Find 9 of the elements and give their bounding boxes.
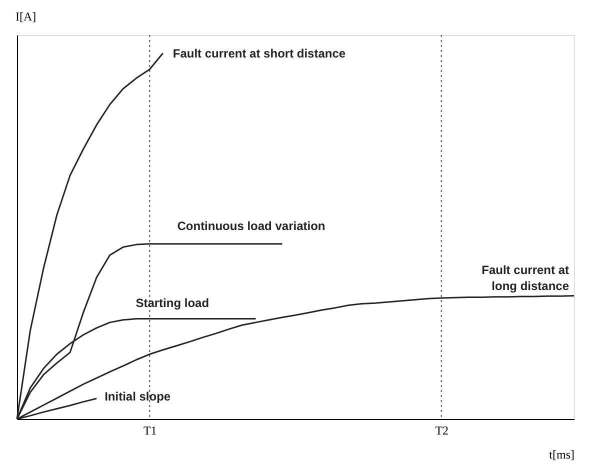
series-label: Starting load [136, 296, 210, 310]
x-tick-label: T2 [435, 424, 449, 438]
series-label: Fault current at long distance [482, 262, 570, 293]
x-tick-label: T1 [143, 424, 157, 438]
series-label: Fault current at short distance [172, 46, 346, 60]
series-label: Initial slope [104, 390, 171, 404]
y-axis-title: I[A] [16, 10, 36, 24]
x-axis-title: t[ms] [549, 448, 574, 462]
series-label: Continuous load variation [177, 218, 326, 233]
